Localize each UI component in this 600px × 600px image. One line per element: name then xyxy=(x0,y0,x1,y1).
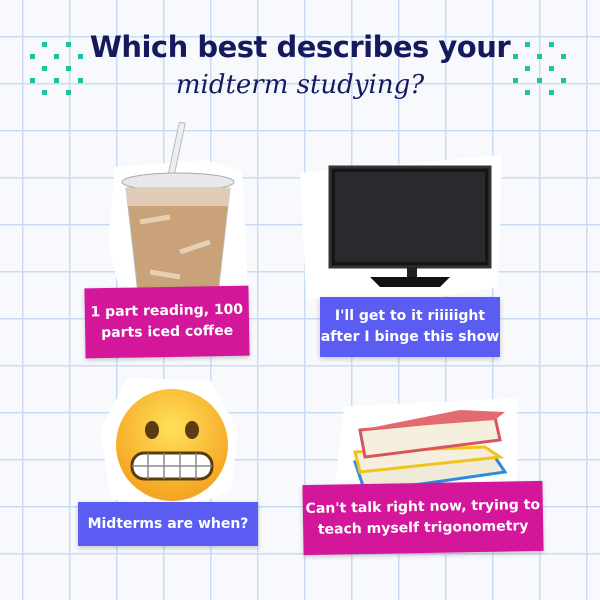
title-line-2: midterm studying? xyxy=(175,70,425,100)
option-label: Midterms are when? xyxy=(78,502,258,546)
option-label: I'll get to it riiiiight after I binge t… xyxy=(320,297,500,357)
option-label: 1 part reading, 100 parts iced coffee xyxy=(84,285,250,359)
decorative-dots-left xyxy=(30,42,90,95)
option-label: Can't talk right now, trying to teach my… xyxy=(302,480,544,556)
title-line-1: Which best describes your xyxy=(89,30,511,64)
television-icon xyxy=(328,165,492,287)
decorative-dots-right xyxy=(513,42,573,95)
iced-coffee-icon xyxy=(121,122,235,295)
grimacing-face-emoji xyxy=(116,389,228,501)
